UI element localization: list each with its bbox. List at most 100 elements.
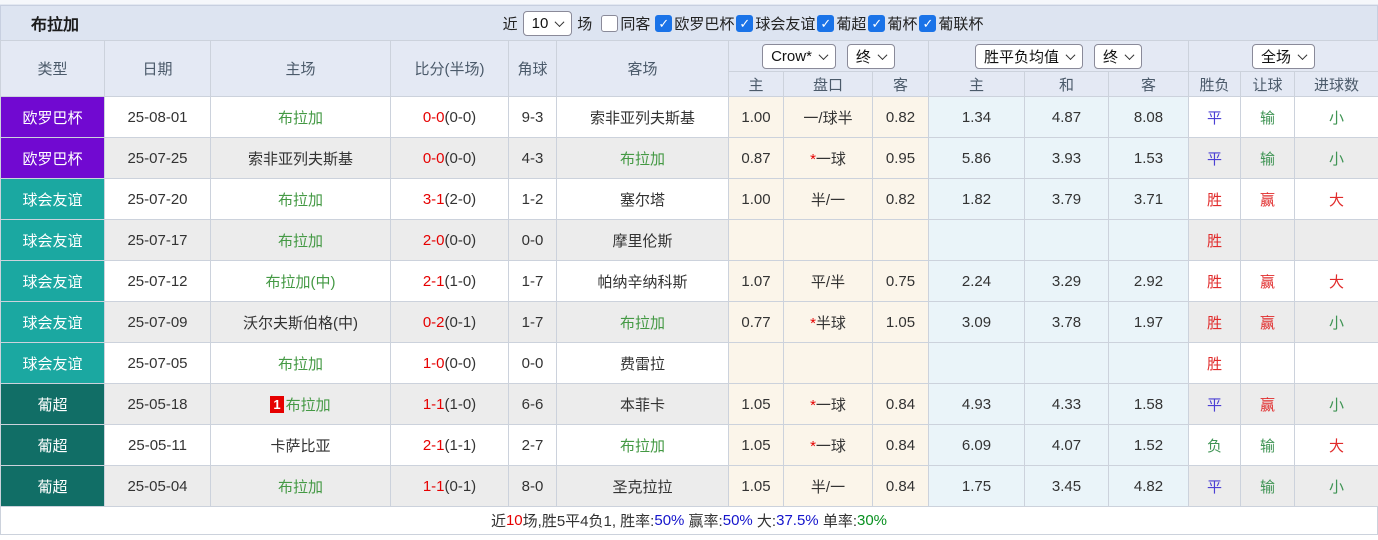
away-team-name[interactable]: 费雷拉 [619,355,665,373]
score-cell: 1-1(1-0) [390,383,509,425]
home-team-name[interactable]: 布拉加 [277,355,323,373]
away-team-cell[interactable]: 帕纳辛纳科斯 [556,260,729,302]
summary-segment: 30% [857,512,888,529]
home-team-name[interactable]: 布拉加 [277,478,323,496]
recent-label: 近 [502,15,518,33]
avg-source-select[interactable]: 胜平负均值 [974,43,1083,69]
fulltime-score: 2-1 [422,272,445,290]
home-team-cell[interactable]: 索非亚列夫斯基 [210,137,391,179]
filter-checkbox[interactable]: ✓ [817,14,835,32]
handicap-result-cell: 输 [1240,137,1295,179]
avg-home-cell: 4.93 [928,383,1025,425]
crow-home-odds-cell: 0.77 [728,301,784,343]
filter-checkbox[interactable]: ✓ [736,14,754,32]
handicap-star: * [810,437,816,455]
handicap-star: * [810,314,816,332]
away-team-cell[interactable]: 摩里伦斯 [556,219,729,261]
filter-label: 球会友谊 [755,15,816,33]
match-row: 葡超 25-05-04 布拉加 1-1(0-1) 8-0 圣克拉拉 1.05 半… [0,465,1378,507]
avg-time-select[interactable]: 终 [1094,43,1143,69]
away-team-name[interactable]: 布拉加 [619,314,665,332]
home-team-name[interactable]: 沃尔夫斯伯格(中) [243,314,358,332]
date-cell: 25-05-11 [104,424,211,466]
away-team-cell[interactable]: 布拉加 [556,301,729,343]
away-team-name[interactable]: 布拉加 [619,437,665,455]
home-team-name[interactable]: 卡萨比亚 [270,437,331,455]
away-team-cell[interactable]: 塞尔塔 [556,178,729,220]
corner-cell: 2-7 [508,424,557,466]
odds-time-select[interactable]: 终 [846,43,895,69]
odds-source-select[interactable]: Crow* [762,43,836,69]
away-team-cell[interactable]: 圣克拉拉 [556,465,729,507]
crow-handicap-cell: 半/一 [783,465,873,507]
away-team-name[interactable]: 本菲卡 [619,396,665,414]
summary-line: 近 10 场,胜5平4负1, 胜率: 50% 赢率: 50% 大: 37.5% 单率: 30… [0,507,1378,535]
match-row: 球会友谊 25-07-09 沃尔夫斯伯格(中) 0-2(0-1) 1-7 布拉加… [0,301,1378,343]
away-team-cell[interactable]: 本菲卡 [556,383,729,425]
home-team-name[interactable]: 索非亚列夫斯基 [247,150,353,168]
home-team-name[interactable]: 布拉加 [277,109,323,127]
crow-handicap-cell [783,219,873,261]
crow-away-odds-cell: 0.84 [872,424,929,466]
home-team-name[interactable]: 布拉加 [285,396,331,414]
home-team-cell[interactable]: 布拉加 [210,96,391,138]
filter-checkbox[interactable]: ✓ [919,14,937,32]
avg-draw-cell: 3.78 [1024,301,1109,343]
home-team-cell[interactable]: 布拉加(中) [210,260,391,302]
match-row: 球会友谊 25-07-17 布拉加 2-0(0-0) 0-0 摩里伦斯 胜 [0,219,1378,261]
home-team-cell[interactable]: 布拉加 [210,219,391,261]
home-team-cell[interactable]: 布拉加 [210,465,391,507]
home-team-cell[interactable]: 沃尔夫斯伯格(中) [210,301,391,343]
home-team-name[interactable]: 布拉加(中) [265,273,336,291]
goals-result-cell: 小 [1294,96,1378,138]
avg-away-cell: 1.97 [1108,301,1189,343]
filter-controls: 近 10 场 同客 ✓ 欧罗巴杯 ✓ 球会友谊 ✓ 葡超 ✓ 葡杯 ✓ 葡联杯 [502,10,986,36]
crow-handicap-cell: *半球 [783,301,873,343]
date-cell: 25-05-04 [104,465,211,507]
summary-segment: 50% [654,512,685,529]
filter-葡超: ✓ 葡超 [817,13,866,34]
away-team-name[interactable]: 摩里伦斯 [612,232,673,250]
halftime-score: (1-0) [444,272,477,290]
filter-label: 葡杯 [887,15,918,33]
score-cell: 1-1(0-1) [390,465,509,507]
goals-result-cell: 大 [1294,260,1378,302]
away-team-name[interactable]: 圣克拉拉 [612,478,673,496]
avg-home-cell: 6.09 [928,424,1025,466]
home-team-cell[interactable]: 卡萨比亚 [210,424,391,466]
filter-checkbox[interactable]: ✓ [868,14,886,32]
crow-home-odds-cell: 1.05 [728,424,784,466]
filter-checkbox[interactable]: ✓ [655,14,673,32]
sub-header-result: 胜负 [1188,71,1241,97]
away-team-name[interactable]: 帕纳辛纳科斯 [597,273,688,291]
recent-count-select[interactable]: 10 [522,10,573,36]
crow-home-odds-cell: 1.05 [728,383,784,425]
scope-select[interactable]: 全场 [1251,43,1315,69]
away-team-cell[interactable]: 布拉加 [556,424,729,466]
summary-segment: 单率: [818,513,857,530]
competition-filters: ✓ 欧罗巴杯 ✓ 球会友谊 ✓ 葡超 ✓ 葡杯 ✓ 葡联杯 [655,13,985,34]
home-team-name[interactable]: 布拉加 [277,232,323,250]
same-opponent-checkbox[interactable] [601,14,619,32]
away-team-cell[interactable]: 布拉加 [556,137,729,179]
home-team-cell[interactable]: 布拉加 [210,178,391,220]
away-team-name[interactable]: 塞尔塔 [619,191,665,209]
home-team-cell[interactable]: 布拉加 [210,342,391,384]
halftime-score: (0-0) [444,108,477,126]
crow-home-odds-cell: 1.00 [728,178,784,220]
summary-segment: 近 [490,513,506,530]
away-team-cell[interactable]: 费雷拉 [556,342,729,384]
avg-draw-cell: 3.79 [1024,178,1109,220]
away-team-name[interactable]: 布拉加 [619,150,665,168]
home-team-name[interactable]: 布拉加 [277,191,323,209]
home-team-cell[interactable]: 1 布拉加 [210,383,391,425]
away-team-name[interactable]: 索非亚列夫斯基 [589,109,695,127]
competition-cell: 球会友谊 [0,342,105,384]
away-team-cell[interactable]: 索非亚列夫斯基 [556,96,729,138]
avg-draw-cell: 3.45 [1024,465,1109,507]
score-cell: 2-0(0-0) [390,219,509,261]
crow-handicap-cell [783,342,873,384]
date-cell: 25-07-12 [104,260,211,302]
avg-group-header: 胜平负均值 终 [928,40,1189,72]
filter-球会友谊: ✓ 球会友谊 [736,13,815,34]
